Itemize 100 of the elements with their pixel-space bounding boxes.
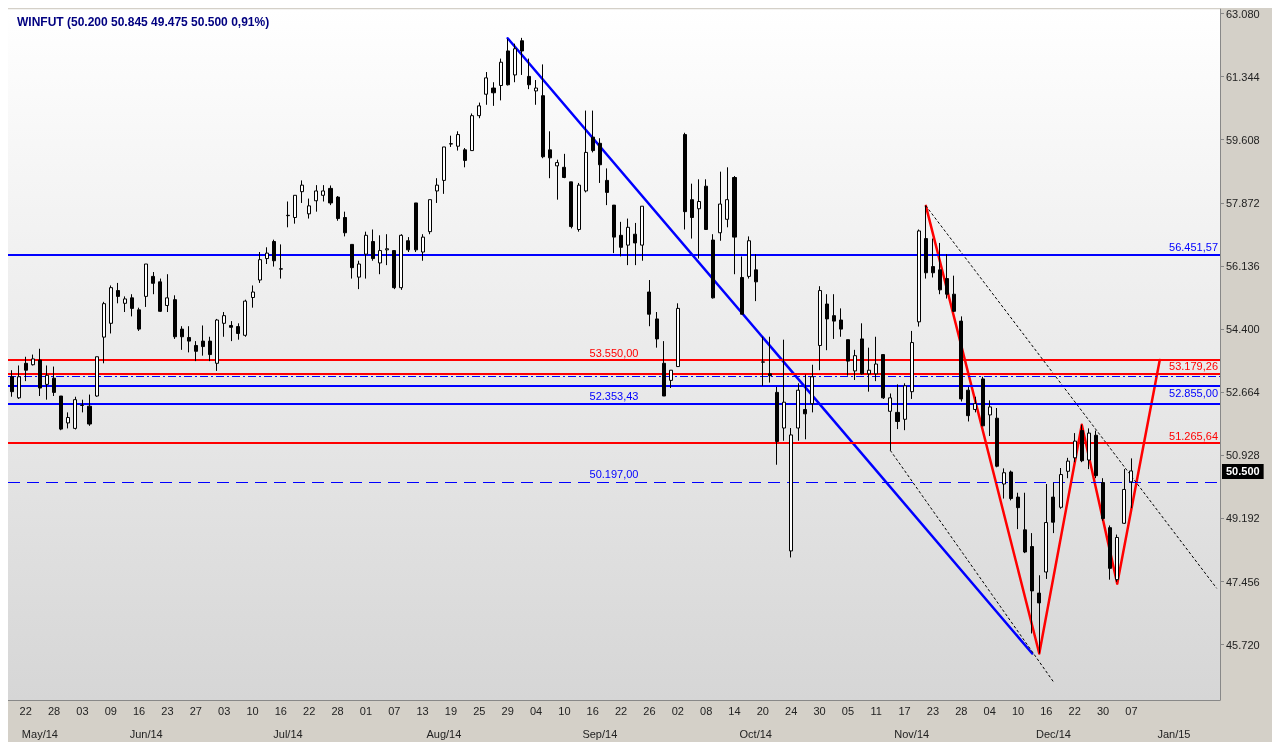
candlestick <box>754 253 758 302</box>
candlestick <box>194 340 198 362</box>
candlestick <box>399 233 403 291</box>
x-tick-label: 26 <box>643 704 656 717</box>
text: Oct/14 <box>739 727 772 740</box>
text: Jun/14 <box>129 727 163 740</box>
candlestick <box>768 336 772 384</box>
candlestick <box>378 234 382 275</box>
candlestick <box>1115 534 1119 583</box>
y-tick-label: 45.720 <box>1226 638 1260 651</box>
candlestick <box>803 374 807 440</box>
candlestick <box>910 330 914 400</box>
candlestick <box>1002 467 1006 500</box>
candlestick <box>995 407 999 468</box>
candlestick <box>740 255 744 315</box>
candlestick <box>825 293 829 351</box>
candlestick <box>577 182 581 233</box>
candlestick <box>1094 430 1098 479</box>
candlestick <box>477 102 481 119</box>
candlestick <box>548 130 552 179</box>
text: May/14 <box>21 727 58 740</box>
x-tick-label: 03 <box>76 704 89 717</box>
candlestick <box>612 204 616 254</box>
candlestick <box>258 251 262 284</box>
candlestick <box>470 112 474 152</box>
candlestick <box>1129 457 1133 509</box>
candlestick <box>867 347 871 393</box>
candlestick <box>711 233 715 300</box>
candlestick <box>158 278 162 313</box>
candlestick <box>38 348 42 397</box>
candlestick <box>279 243 283 280</box>
candlestick <box>534 79 538 106</box>
candlestick <box>265 246 269 265</box>
candlestick <box>45 364 49 401</box>
candlestick <box>860 322 864 376</box>
candlestick <box>350 243 354 280</box>
text: Jan/15 <box>1157 727 1191 740</box>
candlestick <box>102 301 106 364</box>
candlestick <box>449 135 453 148</box>
candlestick <box>1009 470 1013 501</box>
candlestick <box>789 427 793 558</box>
candlestick <box>414 202 418 253</box>
x-tick-label: 27 <box>189 704 202 717</box>
candlestick <box>24 356 28 382</box>
ref-line-label: 52.353,43 <box>589 390 639 403</box>
candlestick <box>1023 492 1027 554</box>
candlestick <box>697 178 701 260</box>
x-tick-label: 30 <box>813 704 826 717</box>
y-tick-label: 56.136 <box>1226 259 1260 272</box>
candlestick <box>1122 468 1126 525</box>
candlestick <box>229 320 233 342</box>
candlestick <box>598 137 602 184</box>
x-tick-label: 03 <box>218 704 231 717</box>
candlestick <box>343 211 347 237</box>
candlestick <box>1037 574 1041 654</box>
candlestick <box>371 228 375 262</box>
candlestick <box>562 153 566 179</box>
candlestick <box>669 369 673 389</box>
candlestick <box>1066 457 1070 479</box>
candlestick <box>1101 477 1105 522</box>
candlestick <box>895 383 900 430</box>
candlestick <box>293 194 297 225</box>
candlestick <box>300 179 304 204</box>
candlestick <box>208 336 212 362</box>
x-tick-label: 16 <box>586 704 599 717</box>
candlestick <box>201 324 205 357</box>
candlestick <box>144 263 148 308</box>
candlestick <box>59 395 63 431</box>
x-tick-label: 02 <box>671 704 684 717</box>
x-tick-label: 29 <box>501 704 514 717</box>
text: Dec/14 <box>1036 727 1071 740</box>
candlestick <box>286 200 290 228</box>
candlestick <box>357 260 361 290</box>
candlestick <box>80 399 84 413</box>
y-tick-label: 54.400 <box>1226 323 1260 336</box>
x-tick-label: 20 <box>756 704 769 717</box>
candlestick <box>555 159 559 201</box>
candlestick <box>676 302 680 368</box>
candlestick <box>421 233 425 262</box>
ref-line-label: 50.197,00 <box>589 468 639 481</box>
x-tick-label: 07 <box>1125 704 1138 717</box>
candlestick <box>513 43 517 83</box>
candlestick <box>1044 483 1048 580</box>
candlestick <box>881 354 885 400</box>
x-tick-label: 10 <box>1011 704 1025 717</box>
y-tick-label: 59.608 <box>1226 133 1260 146</box>
candlestick <box>187 325 191 353</box>
x-tick-label: 17 <box>898 704 911 717</box>
candlestick <box>251 284 255 309</box>
x-tick-label: 16 <box>1040 704 1053 717</box>
text: Sep/14 <box>582 727 618 740</box>
candlestick <box>796 382 800 442</box>
y-tick-label: 49.192 <box>1226 512 1260 525</box>
candlestick <box>73 396 77 430</box>
candlestick <box>966 386 970 422</box>
x-tick-label: 22 <box>1068 704 1081 717</box>
candlestick <box>484 71 488 106</box>
candlestick <box>243 299 247 338</box>
x-tick-label: 28 <box>47 704 61 717</box>
candlestick <box>725 166 729 228</box>
